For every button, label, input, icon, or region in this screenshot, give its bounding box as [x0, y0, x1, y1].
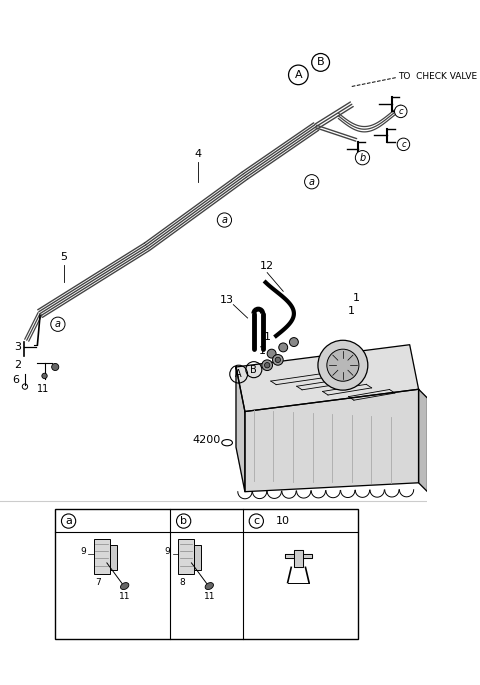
- Bar: [194, 545, 201, 570]
- Text: 4: 4: [194, 149, 201, 159]
- Bar: [94, 539, 109, 575]
- Text: 5: 5: [60, 252, 68, 262]
- Circle shape: [42, 373, 47, 379]
- Text: 9: 9: [165, 547, 170, 556]
- Text: 1: 1: [348, 306, 355, 316]
- Text: 6: 6: [12, 375, 20, 386]
- Text: 4200: 4200: [192, 435, 221, 445]
- Text: 3: 3: [14, 342, 21, 352]
- Text: 1: 1: [353, 293, 360, 303]
- Text: c: c: [253, 516, 259, 526]
- Circle shape: [327, 349, 359, 382]
- Text: 11: 11: [36, 384, 49, 395]
- Text: 10: 10: [276, 516, 290, 526]
- Bar: [178, 539, 194, 575]
- Circle shape: [262, 360, 273, 371]
- Circle shape: [279, 343, 288, 352]
- Text: A: A: [295, 70, 302, 80]
- Text: A: A: [235, 369, 242, 379]
- Circle shape: [52, 364, 59, 371]
- Circle shape: [289, 338, 299, 347]
- Text: 1: 1: [259, 346, 266, 356]
- Text: 7: 7: [95, 578, 101, 587]
- Text: 13: 13: [220, 295, 234, 305]
- Circle shape: [305, 175, 319, 189]
- Circle shape: [217, 213, 231, 227]
- Circle shape: [275, 357, 280, 362]
- Text: TO  CHECK VALVE: TO CHECK VALVE: [398, 72, 477, 81]
- Polygon shape: [419, 389, 428, 492]
- Bar: [109, 545, 117, 570]
- Text: c: c: [398, 107, 403, 116]
- Circle shape: [264, 362, 270, 368]
- Text: a: a: [55, 319, 61, 329]
- Circle shape: [273, 355, 283, 365]
- Text: B: B: [251, 364, 257, 375]
- Text: 9: 9: [80, 547, 86, 556]
- Text: 1: 1: [264, 332, 271, 342]
- Polygon shape: [245, 389, 419, 492]
- Text: 11: 11: [204, 592, 215, 601]
- Circle shape: [397, 138, 409, 151]
- Ellipse shape: [120, 582, 129, 590]
- Polygon shape: [236, 367, 245, 492]
- Polygon shape: [285, 549, 312, 567]
- Circle shape: [395, 105, 407, 118]
- Text: B: B: [317, 58, 324, 67]
- Polygon shape: [236, 345, 419, 412]
- Text: a: a: [221, 215, 228, 225]
- Text: b: b: [180, 516, 187, 526]
- Text: 8: 8: [180, 578, 185, 587]
- Text: 12: 12: [260, 261, 274, 271]
- Ellipse shape: [205, 582, 214, 590]
- Bar: [55, 510, 358, 638]
- Text: a: a: [309, 177, 315, 187]
- Text: 11: 11: [119, 592, 131, 601]
- Circle shape: [267, 349, 276, 358]
- Text: b: b: [360, 153, 366, 163]
- Circle shape: [318, 340, 368, 390]
- Text: 2: 2: [14, 360, 22, 370]
- Circle shape: [355, 151, 370, 165]
- Text: a: a: [65, 516, 72, 526]
- Text: c: c: [401, 140, 406, 149]
- Circle shape: [51, 317, 65, 332]
